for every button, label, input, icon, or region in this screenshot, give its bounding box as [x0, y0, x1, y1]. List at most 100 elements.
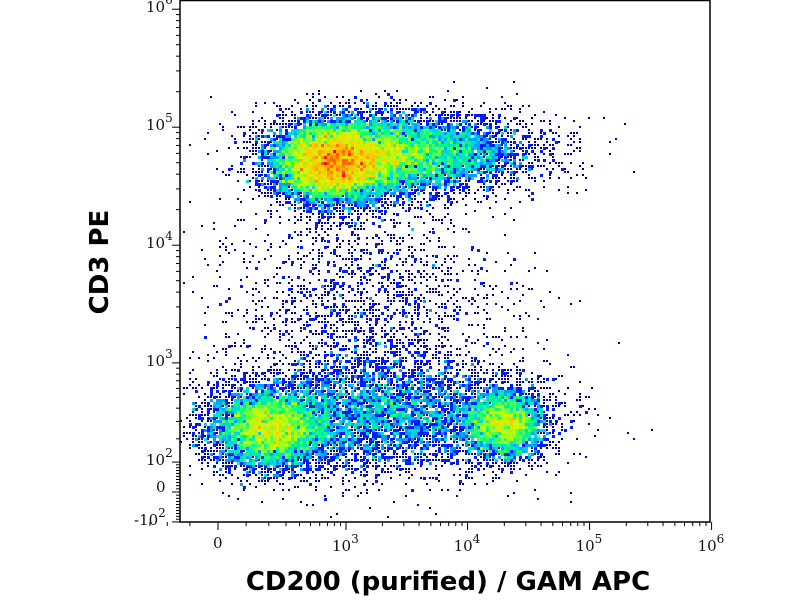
density-bin — [366, 123, 369, 126]
density-bin — [240, 450, 243, 453]
density-bin — [294, 180, 297, 183]
density-bin — [267, 456, 270, 459]
density-bin — [255, 174, 257, 176]
density-bin — [450, 132, 453, 135]
density-bin — [378, 195, 381, 198]
density-bin — [333, 153, 336, 156]
density-bin — [417, 168, 420, 171]
density-bin — [534, 426, 537, 429]
density-bin — [282, 459, 285, 462]
density-bin — [564, 168, 566, 170]
density-bin — [339, 195, 342, 198]
density-bin — [276, 114, 279, 117]
density-bin — [360, 135, 363, 138]
density-bin — [282, 144, 285, 147]
density-bin — [498, 159, 500, 161]
density-bin — [324, 396, 327, 399]
density-bin — [477, 381, 480, 384]
density-bin — [360, 117, 363, 120]
density-bin — [222, 408, 225, 411]
density-bin — [390, 135, 393, 138]
density-bin — [342, 126, 345, 129]
density-bin — [477, 411, 480, 414]
density-bin — [345, 135, 348, 138]
density-bin — [477, 405, 480, 408]
density-bin — [267, 135, 270, 138]
density-bin — [288, 447, 291, 450]
density-bin — [345, 180, 348, 183]
density-bin — [318, 99, 321, 102]
density-bin — [360, 177, 363, 180]
density-bin — [468, 168, 471, 171]
density-bin — [261, 450, 264, 453]
density-bin — [426, 132, 429, 135]
density-bin — [189, 420, 191, 422]
density-bin — [327, 105, 329, 107]
density-bin — [543, 420, 546, 423]
density-bin — [294, 444, 297, 447]
density-bin — [333, 126, 336, 129]
density-bin — [474, 159, 477, 162]
density-bin — [312, 435, 315, 438]
density-bin — [411, 162, 414, 165]
density-bin — [531, 168, 533, 170]
density-bin — [231, 411, 234, 414]
density-bin — [462, 186, 465, 189]
density-bin — [255, 435, 258, 438]
density-bin — [336, 414, 339, 417]
density-bin — [339, 114, 341, 116]
density-bin — [408, 210, 410, 212]
density-bin — [414, 138, 417, 141]
density-bin — [228, 456, 231, 459]
density-bin — [429, 186, 431, 188]
density-bin — [228, 423, 231, 426]
density-bin — [402, 126, 405, 129]
density-bin — [258, 402, 261, 405]
density-bin — [522, 408, 525, 411]
density-bin — [246, 426, 249, 429]
density-bin — [195, 414, 197, 416]
density-bin — [294, 378, 296, 380]
density-bin — [492, 114, 494, 116]
density-bin — [372, 153, 375, 156]
density-bin — [348, 162, 351, 165]
density-bin — [231, 135, 233, 137]
density-bin — [387, 117, 389, 119]
density-bin — [318, 135, 321, 138]
density-bin — [477, 180, 480, 183]
density-bin — [453, 144, 456, 147]
density-bin — [279, 462, 282, 465]
density-bin — [270, 456, 273, 459]
density-bin — [408, 144, 411, 147]
density-bin — [339, 132, 342, 135]
density-bin — [330, 177, 333, 180]
density-bin — [453, 153, 456, 156]
density-bin — [510, 432, 513, 435]
density-bin — [510, 471, 513, 474]
density-bin — [486, 189, 489, 192]
density-bin — [237, 402, 240, 405]
density-bin — [363, 153, 366, 156]
density-bin — [240, 417, 243, 420]
density-bin — [324, 114, 327, 117]
density-bin — [390, 204, 392, 206]
density-bin — [306, 387, 309, 390]
density-bin — [375, 144, 378, 147]
density-bin — [459, 405, 461, 407]
density-bin — [294, 405, 297, 408]
density-bin — [288, 156, 291, 159]
density-bin — [489, 123, 492, 126]
density-bin — [417, 144, 420, 147]
density-bin — [303, 411, 306, 414]
density-bin — [342, 171, 345, 174]
density-bin — [279, 399, 282, 402]
density-bin — [465, 144, 468, 147]
density-bin — [285, 396, 288, 399]
density-bin — [300, 177, 303, 180]
density-bin — [516, 441, 519, 444]
density-bin — [516, 438, 519, 441]
density-bin — [204, 402, 206, 404]
density-bin — [345, 468, 348, 471]
density-bin — [516, 147, 518, 149]
density-bin — [492, 414, 495, 417]
